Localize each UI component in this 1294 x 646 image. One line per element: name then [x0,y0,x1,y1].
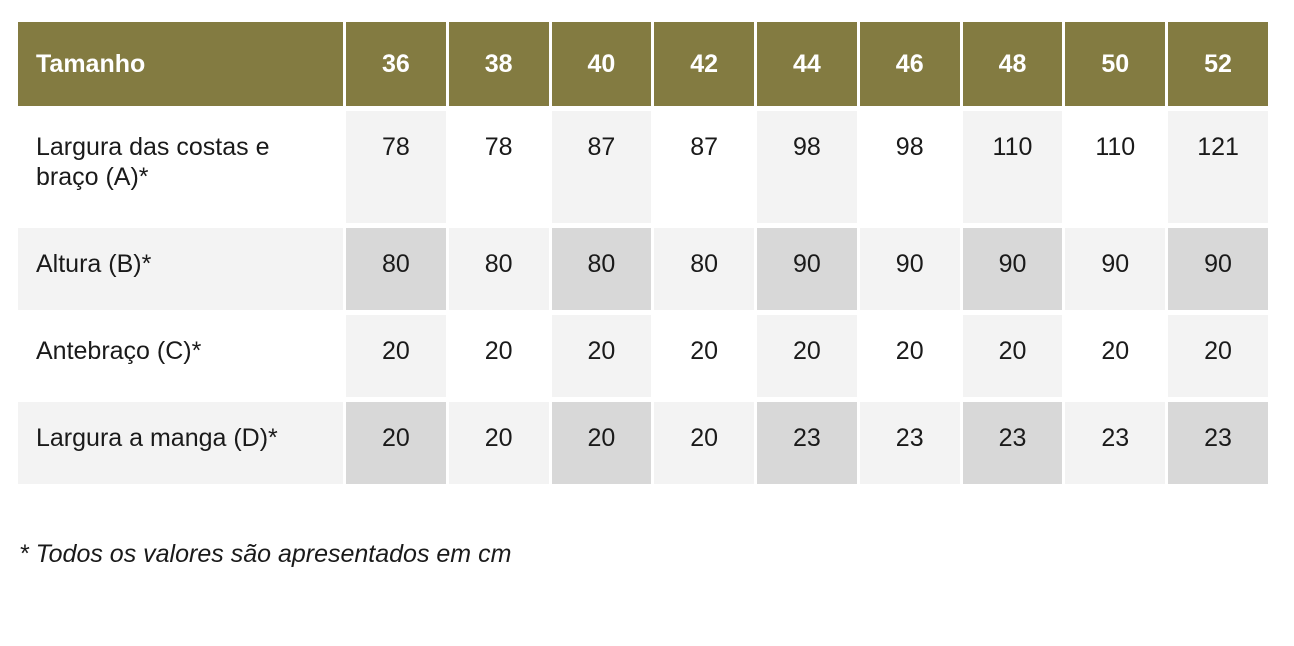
value-cell: 90 [962,228,1063,310]
value-cell: 20 [757,315,857,397]
value-cell: 80 [551,228,652,310]
table-row: Altura (B)* 80 80 80 80 90 90 90 90 90 [18,228,1268,310]
value-cell: 78 [448,111,549,223]
table-header-label: Tamanho [18,22,343,106]
value-cell: 80 [448,228,549,310]
row-label: Largura das costas e braço (A)* [18,111,343,223]
value-cell: 98 [757,111,857,223]
size-column-header: 52 [1168,22,1268,106]
value-cell: 80 [346,228,446,310]
value-cell: 20 [346,315,446,397]
size-column-header: 50 [1065,22,1166,106]
value-cell: 98 [859,111,960,223]
row-label: Antebraço (C)* [18,315,343,397]
value-cell: 90 [757,228,857,310]
size-table: Tamanho 36 38 40 42 44 46 48 50 52 Largura das c… [15,17,1271,489]
size-column-header: 48 [962,22,1063,106]
value-cell: 20 [962,315,1063,397]
size-column-header: 42 [654,22,755,106]
footnote: * Todos os valores são apresentados em c… [19,540,512,568]
value-cell: 110 [962,111,1063,223]
value-cell: 78 [346,111,446,223]
value-cell: 90 [1168,228,1268,310]
value-cell: 80 [654,228,755,310]
value-cell: 20 [1168,315,1268,397]
value-cell: 90 [859,228,960,310]
header-row: Tamanho 36 38 40 42 44 46 48 50 52 [18,22,1268,106]
value-cell: 20 [551,315,652,397]
value-cell: 23 [962,402,1063,484]
value-cell: 87 [654,111,755,223]
table-row: Largura das costas e braço (A)* 78 78 87 87 9… [18,111,1268,223]
table-body: Largura das costas e braço (A)* 78 78 87 87 9… [18,111,1268,484]
value-cell: 110 [1065,111,1166,223]
value-cell: 121 [1168,111,1268,223]
table-row: Largura a manga (D)* 20 20 20 20 23 23 23 23 23 [18,402,1268,484]
value-cell: 23 [1065,402,1166,484]
value-cell: 20 [551,402,652,484]
size-column-header: 44 [757,22,857,106]
value-cell: 20 [346,402,446,484]
row-label: Largura a manga (D)* [18,402,343,484]
size-column-header: 36 [346,22,446,106]
value-cell: 23 [1168,402,1268,484]
value-cell: 20 [654,402,755,484]
value-cell: 20 [448,402,549,484]
row-label: Altura (B)* [18,228,343,310]
size-chart-page: Tamanho 36 38 40 42 44 46 48 50 52 Largura das c… [15,17,1271,568]
value-cell: 20 [448,315,549,397]
value-cell: 90 [1065,228,1166,310]
value-cell: 20 [1065,315,1166,397]
size-column-header: 46 [859,22,960,106]
value-cell: 87 [551,111,652,223]
value-cell: 23 [859,402,960,484]
value-cell: 20 [859,315,960,397]
size-column-header: 38 [448,22,549,106]
value-cell: 23 [757,402,857,484]
size-column-header: 40 [551,22,652,106]
value-cell: 20 [654,315,755,397]
table-row: Antebraço (C)* 20 20 20 20 20 20 20 20 20 [18,315,1268,397]
